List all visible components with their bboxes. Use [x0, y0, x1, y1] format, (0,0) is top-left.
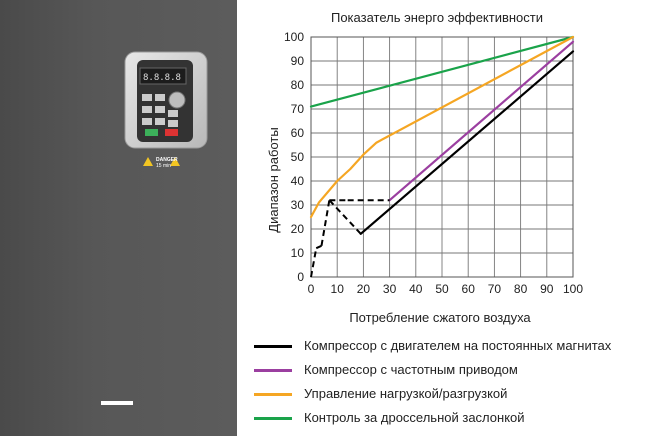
y-tick-label: 20 [291, 222, 305, 236]
keypad-key-icon [155, 118, 165, 125]
warning-time: 15 min [156, 163, 171, 169]
x-tick-label: 20 [357, 282, 371, 296]
y-tick-labels: 0 10 20 30 40 50 60 70 80 90 100 [284, 30, 304, 284]
x-tick-label: 60 [462, 282, 476, 296]
warning-triangle-icon [170, 157, 180, 166]
legend-swatch-throttle [254, 417, 292, 420]
series-line-pm [359, 50, 575, 235]
keypad-key-icon [155, 94, 165, 101]
y-tick-label: 60 [291, 126, 305, 140]
x-tick-label: 50 [435, 282, 449, 296]
legend-label-load-unload: Управление нагрузкой/разгрузкой [304, 386, 508, 401]
legend-label-throttle: Контроль за дроссельной заслонкой [304, 410, 525, 425]
y-tick-label: 90 [291, 54, 305, 68]
legend-item-pm: Компрессор с двигателем на постоянных ма… [254, 334, 649, 358]
legend-swatch-pm [254, 345, 292, 348]
chart-title: Показатель энерго эффективности [331, 10, 543, 25]
keypad-key-icon [155, 106, 165, 113]
y-tick-label: 70 [291, 102, 305, 116]
x-tick-label: 70 [488, 282, 502, 296]
x-axis-label: Потребление сжатого воздуха [349, 310, 531, 325]
series-line-vfd [388, 40, 575, 202]
y-tick-label: 30 [291, 198, 305, 212]
warning-label: DANGER [156, 157, 178, 163]
series-layer [309, 35, 575, 278]
x-tick-label: 80 [514, 282, 528, 296]
legend-item-load-unload: Управление нагрузкой/разгрузкой [254, 382, 649, 406]
plot-border [310, 36, 574, 278]
x-tick-label: 90 [540, 282, 554, 296]
y-tick-label: 40 [291, 174, 305, 188]
y-tick-label: 80 [291, 78, 305, 92]
series-dashed-segment-pm [315, 244, 322, 250]
y-tick-label: 50 [291, 150, 305, 164]
y-axis-label: Диапазон работы [266, 127, 281, 232]
legend-item-vfd: Компрессор с частотным приводом [254, 358, 649, 382]
legend-swatch-vfd [254, 369, 292, 372]
keypad-display [139, 67, 187, 85]
x-tick-label: 10 [331, 282, 345, 296]
legend-item-throttle: Контроль за дроссельной заслонкой [254, 406, 649, 430]
keypad-knob-icon [168, 91, 186, 109]
warning-triangle-icon [143, 157, 153, 166]
keypad-key-icon [142, 106, 152, 113]
legend-swatch-load-unload [254, 393, 292, 396]
series-dashed-segment-pm [310, 248, 318, 278]
display-digits-icon: 8.8.8.8 [143, 73, 181, 83]
x-tick-label: 0 [308, 282, 315, 296]
x-tick-labels: 0 10 20 30 40 50 60 70 80 90 100 [308, 282, 584, 296]
series-line-throttle [309, 35, 575, 108]
keypad-key-icon [168, 110, 178, 117]
x-tick-label: 40 [409, 282, 423, 296]
y-tick-label: 0 [297, 270, 304, 284]
legend-label-vfd: Компрессор с частотным приводом [304, 362, 518, 377]
legend: Компрессор с двигателем на постоянных ма… [254, 334, 649, 430]
drive-product-photo: 8.8.8.8 DANGER 15 min [0, 0, 237, 436]
series-line-load-unload [309, 35, 575, 219]
keypad-key-icon [168, 120, 178, 127]
series-dashed-segment-pm [328, 199, 362, 235]
run-key-icon [145, 129, 158, 136]
drive-illustration: 8.8.8.8 DANGER 15 min [101, 51, 208, 405]
series-dashed-segment-pm [320, 200, 331, 246]
x-tick-label: 30 [383, 282, 397, 296]
product-slot-mark [101, 401, 133, 405]
grid [310, 36, 574, 278]
y-tick-label: 10 [291, 246, 305, 260]
keypad-key-icon [142, 118, 152, 125]
stop-key-icon [165, 129, 178, 136]
legend-label-pm: Компрессор с двигателем на постоянных ма… [304, 338, 612, 353]
y-tick-label: 100 [284, 30, 304, 44]
keypad-key-icon [142, 94, 152, 101]
x-tick-label: 100 [563, 282, 583, 296]
